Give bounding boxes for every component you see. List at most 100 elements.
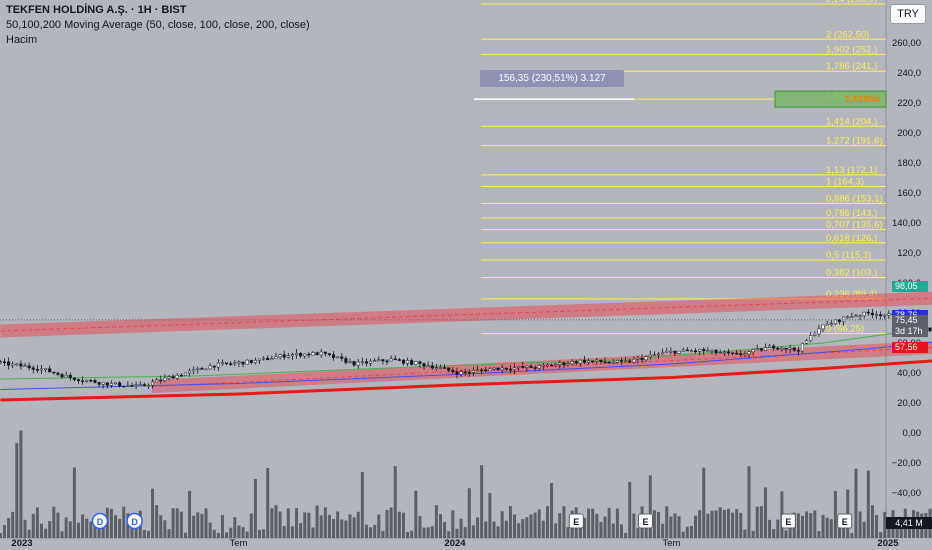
- currency-button[interactable]: TRY: [890, 4, 926, 24]
- y-tick-label: −40,00: [892, 488, 921, 499]
- svg-text:D: D: [97, 517, 104, 527]
- volume-bar: [377, 514, 381, 538]
- candle: [307, 353, 311, 356]
- volume-bar: [887, 526, 891, 538]
- volume-bar: [463, 527, 467, 538]
- candle: [574, 361, 578, 364]
- candle: [270, 358, 274, 361]
- candle: [331, 354, 336, 359]
- price-axis-area: [886, 0, 932, 550]
- candle: [665, 350, 669, 353]
- volume-indicator-label[interactable]: Hacim: [6, 34, 38, 46]
- volume-bar: [731, 512, 735, 538]
- earnings-event-marker[interactable]: E: [568, 513, 584, 529]
- candle: [31, 367, 35, 370]
- volume-bar: [142, 529, 146, 538]
- volume-bar: [603, 516, 607, 538]
- candle: [150, 381, 155, 386]
- volume-bar: [35, 507, 39, 538]
- volume-bar: [698, 510, 702, 538]
- volume-bar: [15, 443, 19, 538]
- candle: [628, 360, 632, 363]
- candle: [393, 358, 397, 361]
- candle: [356, 361, 360, 366]
- earnings-event-marker[interactable]: E: [837, 513, 853, 529]
- svg-text:E: E: [573, 517, 579, 527]
- volume-bar: [809, 513, 813, 538]
- candle: [105, 382, 109, 386]
- volume-bar: [558, 513, 562, 538]
- candle: [418, 361, 422, 364]
- candle: [928, 327, 932, 332]
- candle: [397, 359, 401, 361]
- dividend-event-marker[interactable]: D: [91, 512, 109, 530]
- volume-bar: [644, 528, 648, 538]
- candle: [360, 361, 364, 363]
- volume-bar: [385, 509, 389, 538]
- volume-bar: [632, 513, 636, 538]
- volume-bar: [833, 491, 837, 538]
- y-tick-label: −20,00: [892, 458, 921, 469]
- earnings-event-marker[interactable]: E: [638, 513, 654, 529]
- volume-bar: [619, 524, 623, 538]
- volume-bar: [307, 512, 311, 538]
- volume-bar: [163, 520, 167, 538]
- y-tick-label: 180,0: [897, 158, 921, 169]
- candle: [299, 353, 303, 357]
- volume-bar: [422, 527, 426, 538]
- volume-bar: [747, 466, 751, 538]
- volume-bar: [381, 530, 385, 538]
- candle: [718, 352, 722, 354]
- candle: [364, 361, 369, 364]
- candle: [126, 385, 130, 387]
- candle: [237, 361, 241, 364]
- volume-bar: [31, 513, 35, 538]
- candle: [266, 357, 270, 361]
- candle: [434, 367, 438, 369]
- candle: [286, 355, 290, 358]
- volume-bar: [401, 512, 405, 538]
- candle: [72, 377, 76, 380]
- candle: [743, 353, 747, 356]
- candle: [35, 369, 39, 371]
- volume-bar: [862, 521, 866, 538]
- candle: [562, 362, 566, 365]
- candle: [410, 360, 414, 365]
- fib-label: 1,414 (204,): [826, 116, 877, 127]
- ma-indicator-label[interactable]: 50,100,200 Moving Average (50, close, 10…: [6, 19, 310, 31]
- candle: [451, 369, 455, 373]
- candle: [587, 360, 591, 363]
- symbol-title[interactable]: TEKFEN HOLDİNG A.Ş. · 1H · BIST: [6, 4, 187, 16]
- volume-bar: [0, 532, 2, 538]
- y-tick-label: 200,0: [897, 128, 921, 139]
- volume-bar: [44, 528, 48, 538]
- candle: [550, 364, 554, 367]
- volume-bar: [430, 526, 434, 538]
- candle: [68, 375, 72, 379]
- candle: [459, 371, 463, 375]
- candle: [97, 382, 101, 385]
- earnings-event-marker[interactable]: E: [780, 513, 796, 529]
- volume-bar: [68, 521, 72, 538]
- volume-bar: [56, 512, 60, 538]
- candle: [755, 348, 759, 350]
- candle: [188, 370, 192, 374]
- x-tick-label: 2025: [877, 538, 899, 549]
- candle: [192, 369, 196, 372]
- volume-bar: [492, 521, 496, 538]
- volume-bar: [27, 529, 31, 538]
- dividend-event-marker[interactable]: D: [126, 512, 143, 530]
- fib-highlight-label: 1,618fib: [845, 94, 881, 105]
- volume-bar: [212, 529, 216, 538]
- volume-bar: [467, 488, 471, 538]
- volume-bar: [426, 527, 430, 538]
- candle: [759, 348, 763, 351]
- y-tick-label: 220,0: [897, 98, 921, 109]
- volume-bar: [718, 507, 722, 538]
- volume-bar: [772, 529, 776, 538]
- volume-bar: [109, 508, 113, 538]
- y-tick-label: 120,0: [897, 248, 921, 259]
- svg-text:E: E: [643, 517, 649, 527]
- candle: [751, 349, 755, 353]
